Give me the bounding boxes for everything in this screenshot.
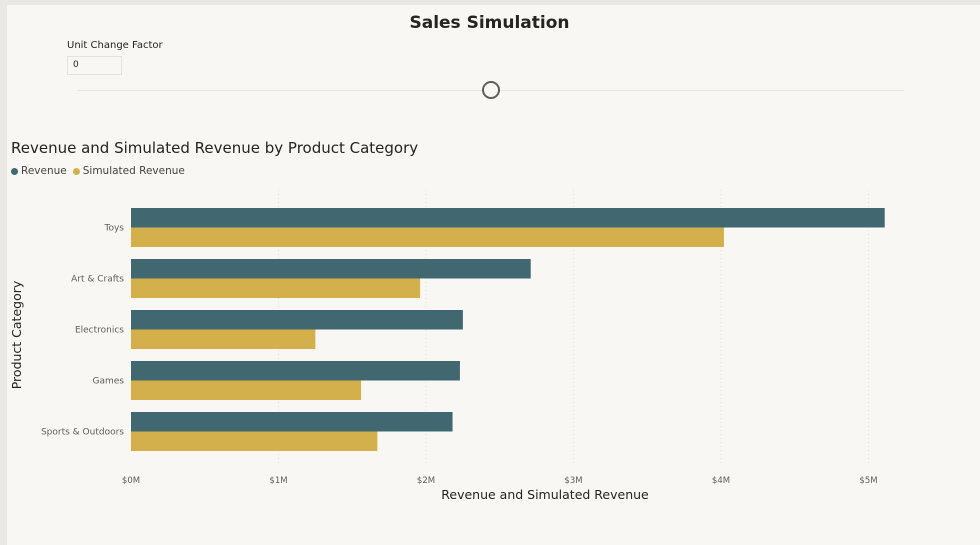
revenue-bar[interactable] — [131, 361, 460, 381]
legend-label-simulated-revenue: Simulated Revenue — [82, 165, 185, 177]
simulated-revenue-bar[interactable] — [131, 329, 316, 350]
x-tick-label: $1M — [269, 476, 287, 486]
revenue-bar[interactable] — [131, 310, 463, 330]
y-category-label: Games — [93, 377, 125, 387]
simulated-revenue-bar[interactable] — [131, 227, 724, 248]
slicer-label: Unit Change Factor — [67, 40, 163, 51]
y-axis-title: Product Category — [9, 280, 24, 389]
y-category-label: Art & Crafts — [71, 275, 124, 285]
chart-legend[interactable]: Revenue Simulated Revenue — [11, 165, 191, 177]
simulated-revenue-bar[interactable] — [131, 431, 378, 452]
legend-item-simulated-revenue[interactable]: Simulated Revenue — [72, 165, 185, 177]
x-tick-label: $0M — [122, 476, 140, 486]
x-tick-label: $5M — [859, 476, 877, 486]
x-axis-title: Revenue and Simulated Revenue — [441, 487, 649, 502]
report-canvas: Sales Simulation Unit Change Factor 0 Re… — [7, 5, 980, 545]
revenue-bar[interactable] — [131, 412, 453, 432]
chart-title: Revenue and Simulated Revenue by Product… — [11, 139, 419, 157]
x-tick-label: $2M — [417, 476, 435, 486]
y-category-label: Electronics — [75, 326, 124, 336]
slider-thumb[interactable] — [482, 81, 500, 99]
x-tick-label: $4M — [712, 476, 730, 486]
simulated-revenue-bar[interactable] — [131, 380, 362, 401]
y-category-label: Sports & Outdoors — [41, 428, 124, 438]
x-tick-label: $3M — [564, 476, 582, 486]
unit-change-factor-input[interactable]: 0 — [67, 56, 122, 75]
legend-item-revenue[interactable]: Revenue — [11, 165, 67, 177]
legend-label-revenue: Revenue — [21, 165, 67, 177]
simulated-revenue-bar[interactable] — [131, 278, 421, 299]
legend-marker-simulated-revenue — [72, 167, 80, 175]
revenue-bar[interactable] — [131, 208, 885, 228]
page-title: Sales Simulation — [409, 13, 570, 33]
bar-chart: $0M $1M $2M $3M $4M $5M Toys Art & Crafts Electr… — [9, 190, 885, 502]
revenue-bar[interactable] — [131, 259, 531, 279]
y-category-label: Toys — [104, 224, 125, 234]
legend-marker-revenue — [11, 167, 18, 175]
